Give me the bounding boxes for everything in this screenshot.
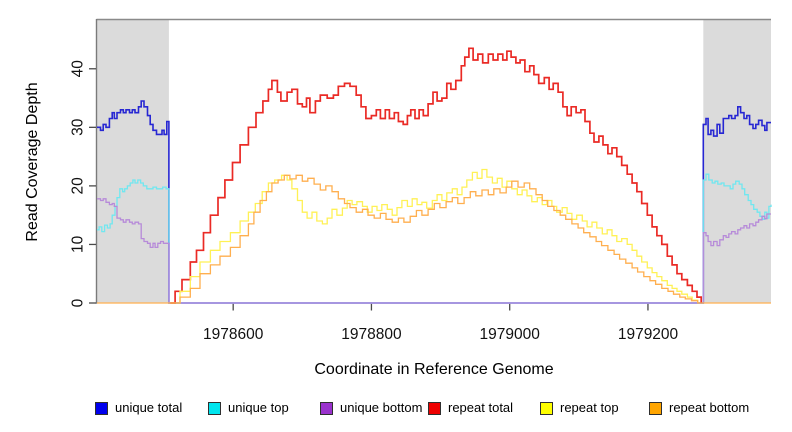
x-tick-label: 1979000 bbox=[480, 326, 541, 343]
series-line-repeat-total bbox=[170, 47, 703, 304]
series-line-unique-top bbox=[97, 173, 772, 304]
x-tick-label: 1978600 bbox=[203, 326, 264, 343]
y-tick-label: 20 bbox=[69, 177, 86, 195]
series-line-unique-bottom bbox=[97, 198, 771, 304]
y-tick-label: 10 bbox=[70, 235, 87, 253]
y-axis-title: Read Coverage Depth bbox=[24, 82, 41, 242]
series-line-unique-total bbox=[97, 100, 771, 304]
x-axis-title: Coordinate in Reference Genome bbox=[314, 361, 554, 378]
series-line-repeat-top bbox=[170, 168, 699, 304]
y-tick-label: 0 bbox=[70, 298, 87, 307]
y-tick-label: 30 bbox=[70, 118, 87, 136]
shaded-region bbox=[703, 19, 771, 303]
shaded-region bbox=[97, 19, 169, 303]
series-line-repeat-bottom bbox=[97, 174, 771, 304]
y-tick-label: 40 bbox=[69, 60, 86, 78]
x-tick-label: 1978800 bbox=[341, 326, 402, 343]
x-tick-label: 1979200 bbox=[618, 326, 679, 343]
